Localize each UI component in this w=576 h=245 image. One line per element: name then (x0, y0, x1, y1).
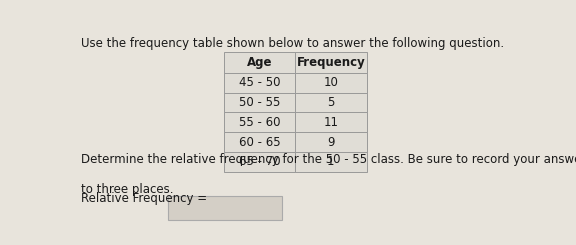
Text: 45 - 50: 45 - 50 (238, 76, 281, 89)
Text: 11: 11 (323, 116, 339, 129)
Text: 10: 10 (324, 76, 338, 89)
Bar (295, 52, 366, 73)
Text: Determine the relative frequency for the 50 - 55 class. Be sure to record your a: Determine the relative frequency for the… (81, 153, 576, 166)
Bar (295, 93, 366, 112)
Text: 65 - 70: 65 - 70 (238, 155, 281, 168)
Bar (223, 112, 295, 132)
Bar (223, 152, 295, 172)
Text: 55 - 60: 55 - 60 (238, 116, 281, 129)
Bar (295, 152, 366, 172)
Text: 5: 5 (327, 96, 335, 109)
Text: Age: Age (247, 56, 272, 69)
Text: Relative Frequency =: Relative Frequency = (81, 192, 207, 205)
Text: 9: 9 (327, 136, 335, 149)
Bar (295, 73, 366, 93)
Text: 50 - 55: 50 - 55 (239, 96, 280, 109)
Bar (223, 73, 295, 93)
Bar (295, 132, 366, 152)
Text: to three places.: to three places. (81, 183, 173, 196)
Text: Use the frequency table shown below to answer the following question.: Use the frequency table shown below to a… (81, 37, 504, 50)
Bar (223, 93, 295, 112)
Bar (168, 196, 282, 220)
Bar (223, 52, 295, 73)
Bar (223, 132, 295, 152)
Text: 60 - 65: 60 - 65 (238, 136, 281, 149)
Text: Frequency: Frequency (297, 56, 365, 69)
Bar (295, 112, 366, 132)
Text: 1: 1 (327, 155, 335, 168)
